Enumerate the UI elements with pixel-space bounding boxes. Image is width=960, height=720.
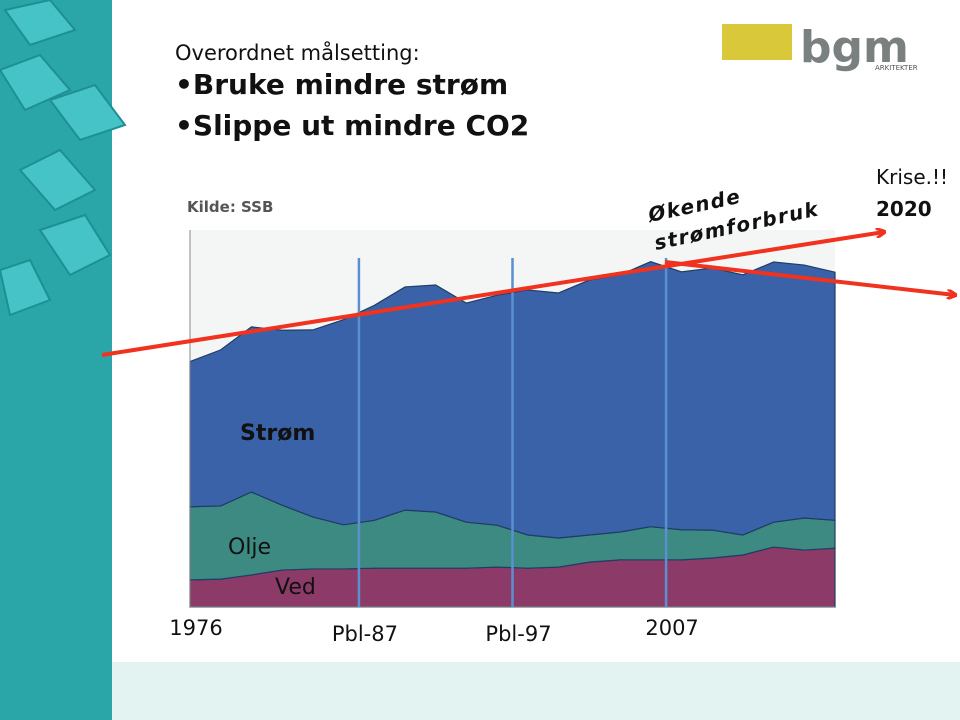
logo-text: bgm	[800, 22, 909, 73]
logo-mark	[722, 24, 792, 60]
trend-arrow	[101, 232, 884, 357]
series-label: Strøm	[240, 421, 315, 446]
annotation: 2020	[876, 197, 932, 221]
cube-decor	[0, 0, 127, 317]
annotation: Krise.!!	[876, 165, 948, 189]
source: Kilde: SSB	[187, 198, 273, 216]
x-tick-label: Pbl-97	[485, 622, 551, 646]
series-label: Olje	[228, 535, 271, 560]
logo: bgm ARKITEKTER	[722, 22, 918, 73]
x-tick-label: 2007	[645, 616, 698, 640]
series-label: Ved	[275, 575, 316, 600]
x-tick-label: 1976	[169, 616, 222, 640]
title-line: •Bruke mindre strøm	[175, 68, 508, 101]
title-line: Overordnet målsetting:	[175, 40, 420, 65]
trend-arrow	[664, 260, 955, 295]
bottom-band	[112, 662, 960, 720]
logo-subtext: ARKITEKTER	[875, 64, 918, 72]
title-line: •Slippe ut mindre CO2	[175, 109, 529, 142]
x-tick-label: Pbl-87	[332, 622, 398, 646]
